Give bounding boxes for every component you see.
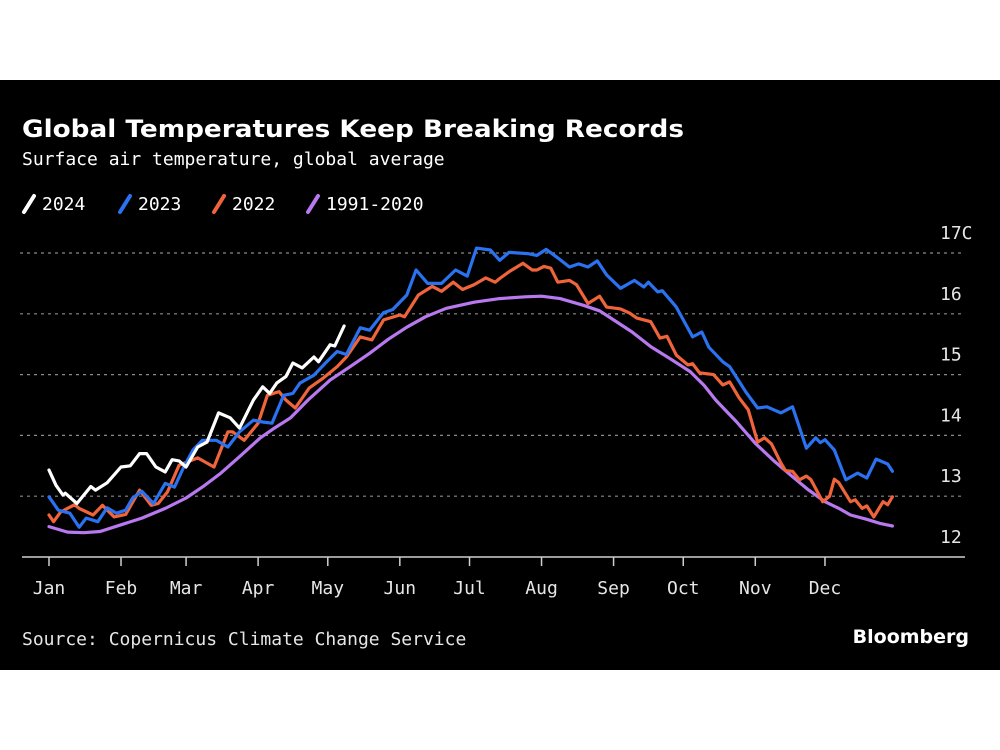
legend-label: 2022 bbox=[232, 194, 275, 215]
series-line-2022 bbox=[47, 261, 894, 524]
x-tick-label: Nov bbox=[739, 578, 772, 599]
x-tick-label: Jun bbox=[384, 578, 417, 599]
y-tick-label: 16 bbox=[940, 284, 962, 305]
x-tick-label: Mar bbox=[170, 578, 203, 599]
legend-label: 1991-2020 bbox=[326, 194, 424, 215]
x-tick-label: Jan bbox=[33, 578, 66, 599]
legend-swatch bbox=[306, 194, 320, 214]
source-note: Source: Copernicus Climate Change Servic… bbox=[22, 629, 466, 650]
x-tick-label: Apr bbox=[242, 578, 275, 599]
x-tick-label: Jul bbox=[453, 578, 486, 599]
y-tick-label: 15 bbox=[940, 345, 962, 366]
series-line-2023 bbox=[47, 246, 894, 529]
x-tick-label: Dec bbox=[809, 578, 842, 599]
y-tick-label: 17C bbox=[940, 223, 973, 244]
x-tick-label: Aug bbox=[525, 578, 558, 599]
bloomberg-logo: Bloomberg bbox=[853, 626, 969, 648]
legend-label: 2024 bbox=[42, 194, 85, 215]
legend: 2024 2023 2022 1991-2020 bbox=[22, 194, 424, 215]
x-tick-label: May bbox=[312, 578, 345, 599]
x-tick-label: Sep bbox=[597, 578, 630, 599]
x-tick-label: Oct bbox=[667, 578, 700, 599]
y-tick-label: 14 bbox=[940, 405, 962, 426]
series-line-1991-2020 bbox=[47, 294, 894, 535]
y-tick-label: 12 bbox=[940, 527, 962, 548]
chart-subtitle: Surface air temperature, global average bbox=[22, 149, 445, 170]
x-axis: Jan Feb Mar Apr May Jun Jul Aug Sep Oct Nov Dec bbox=[22, 556, 965, 599]
legend-label: 2023 bbox=[138, 194, 181, 215]
legend-swatch bbox=[22, 194, 36, 214]
series-line-2024 bbox=[47, 324, 346, 506]
y-tick-label: 13 bbox=[940, 466, 962, 487]
y-axis: 12 13 14 15 16 17C bbox=[940, 223, 973, 548]
series-lines bbox=[47, 246, 894, 535]
legend-swatch bbox=[118, 194, 132, 214]
x-tick-label: Feb bbox=[105, 578, 138, 599]
legend-swatch bbox=[212, 194, 226, 214]
chart-title: Global Temperatures Keep Breaking Record… bbox=[22, 115, 684, 143]
